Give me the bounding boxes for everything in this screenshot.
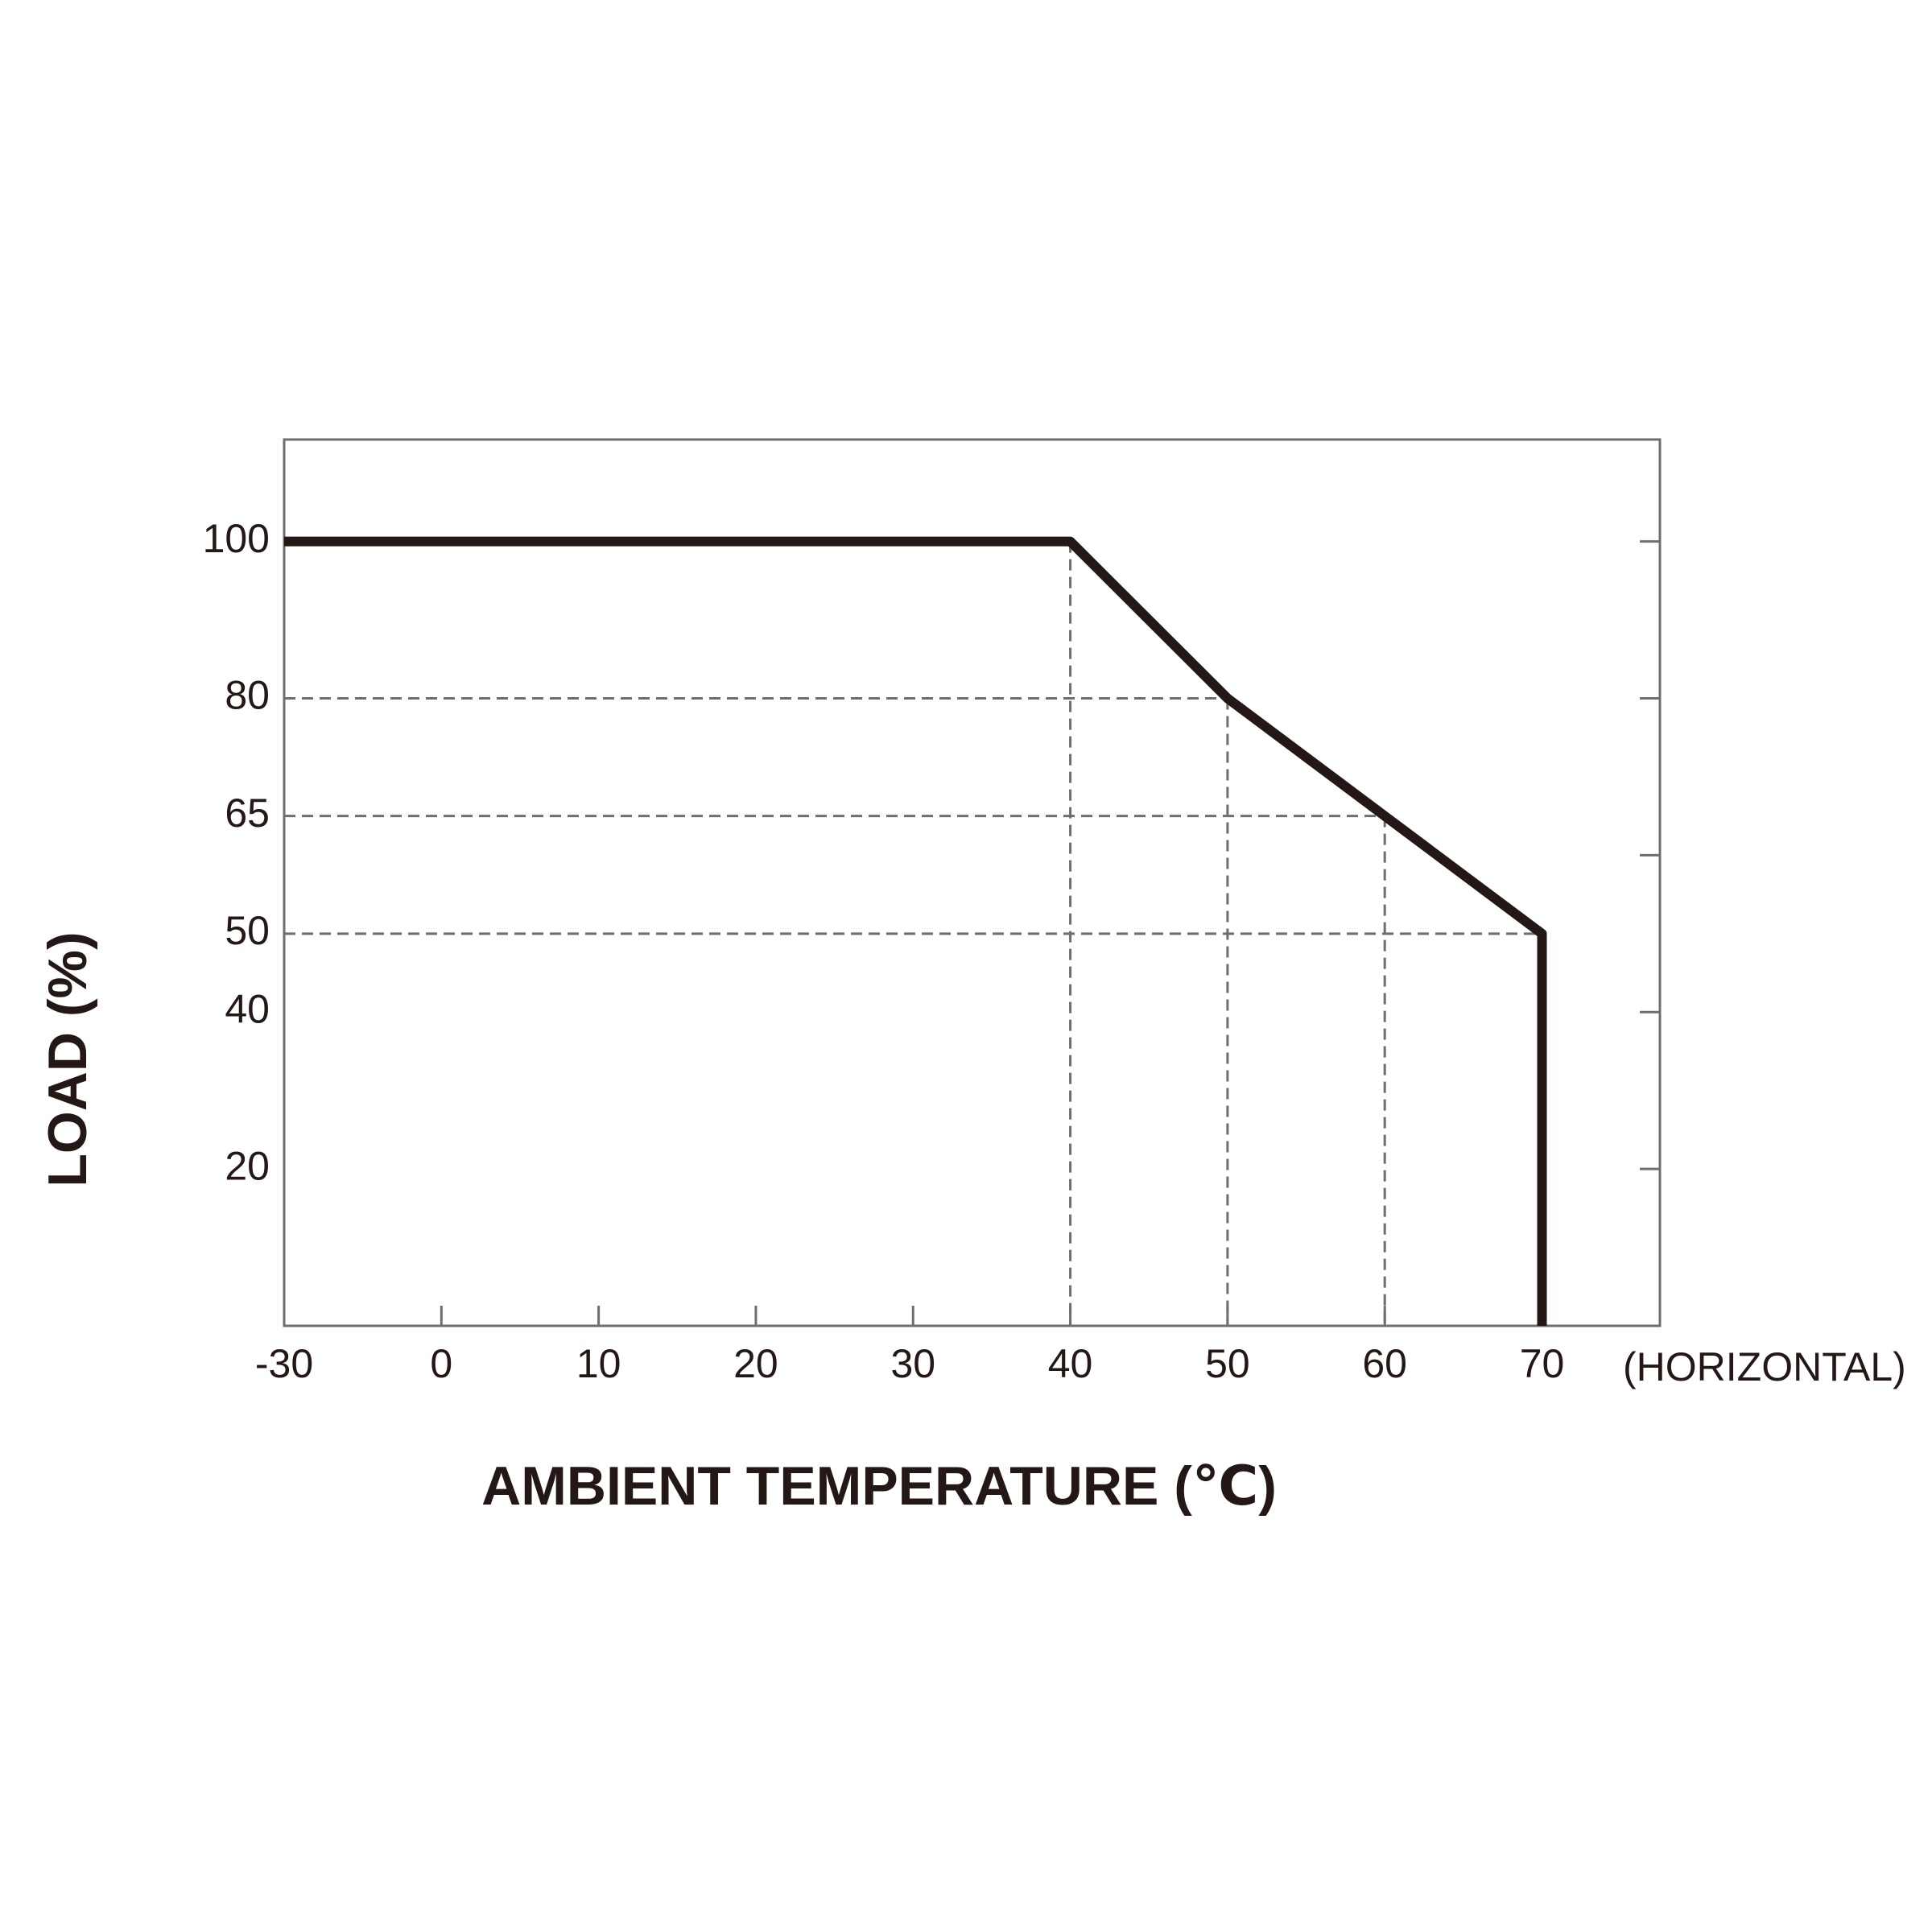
x-axis-title: AMBIENT TEMPERATURE (℃): [481, 1455, 1277, 1517]
x-tick-label: 0: [430, 1341, 452, 1386]
x-tick-label: 50: [1205, 1341, 1250, 1386]
x-tick-label: 40: [1048, 1341, 1093, 1386]
y-tick-label: 100: [203, 516, 270, 561]
x-tick-label: 30: [890, 1341, 935, 1386]
x-tick-label: 20: [733, 1341, 778, 1386]
y-axis-title: LOAD (%): [37, 931, 98, 1187]
x-tick-label: 10: [576, 1341, 621, 1386]
x-tick-label: -30: [255, 1341, 313, 1386]
y-tick-label: 20: [225, 1143, 270, 1188]
derating-line: [284, 536, 1547, 1326]
x-tick-label: 60: [1362, 1341, 1407, 1386]
y-tick-label: 40: [225, 986, 270, 1031]
annotation: (HORIZONTAL): [1623, 1344, 1906, 1389]
plot-frame: [283, 438, 1662, 1327]
y-tick-label: 65: [225, 791, 270, 836]
y-tick-label: 50: [225, 908, 270, 953]
x-tick-label: 70: [1520, 1341, 1565, 1386]
y-tick-label: 80: [225, 673, 270, 718]
